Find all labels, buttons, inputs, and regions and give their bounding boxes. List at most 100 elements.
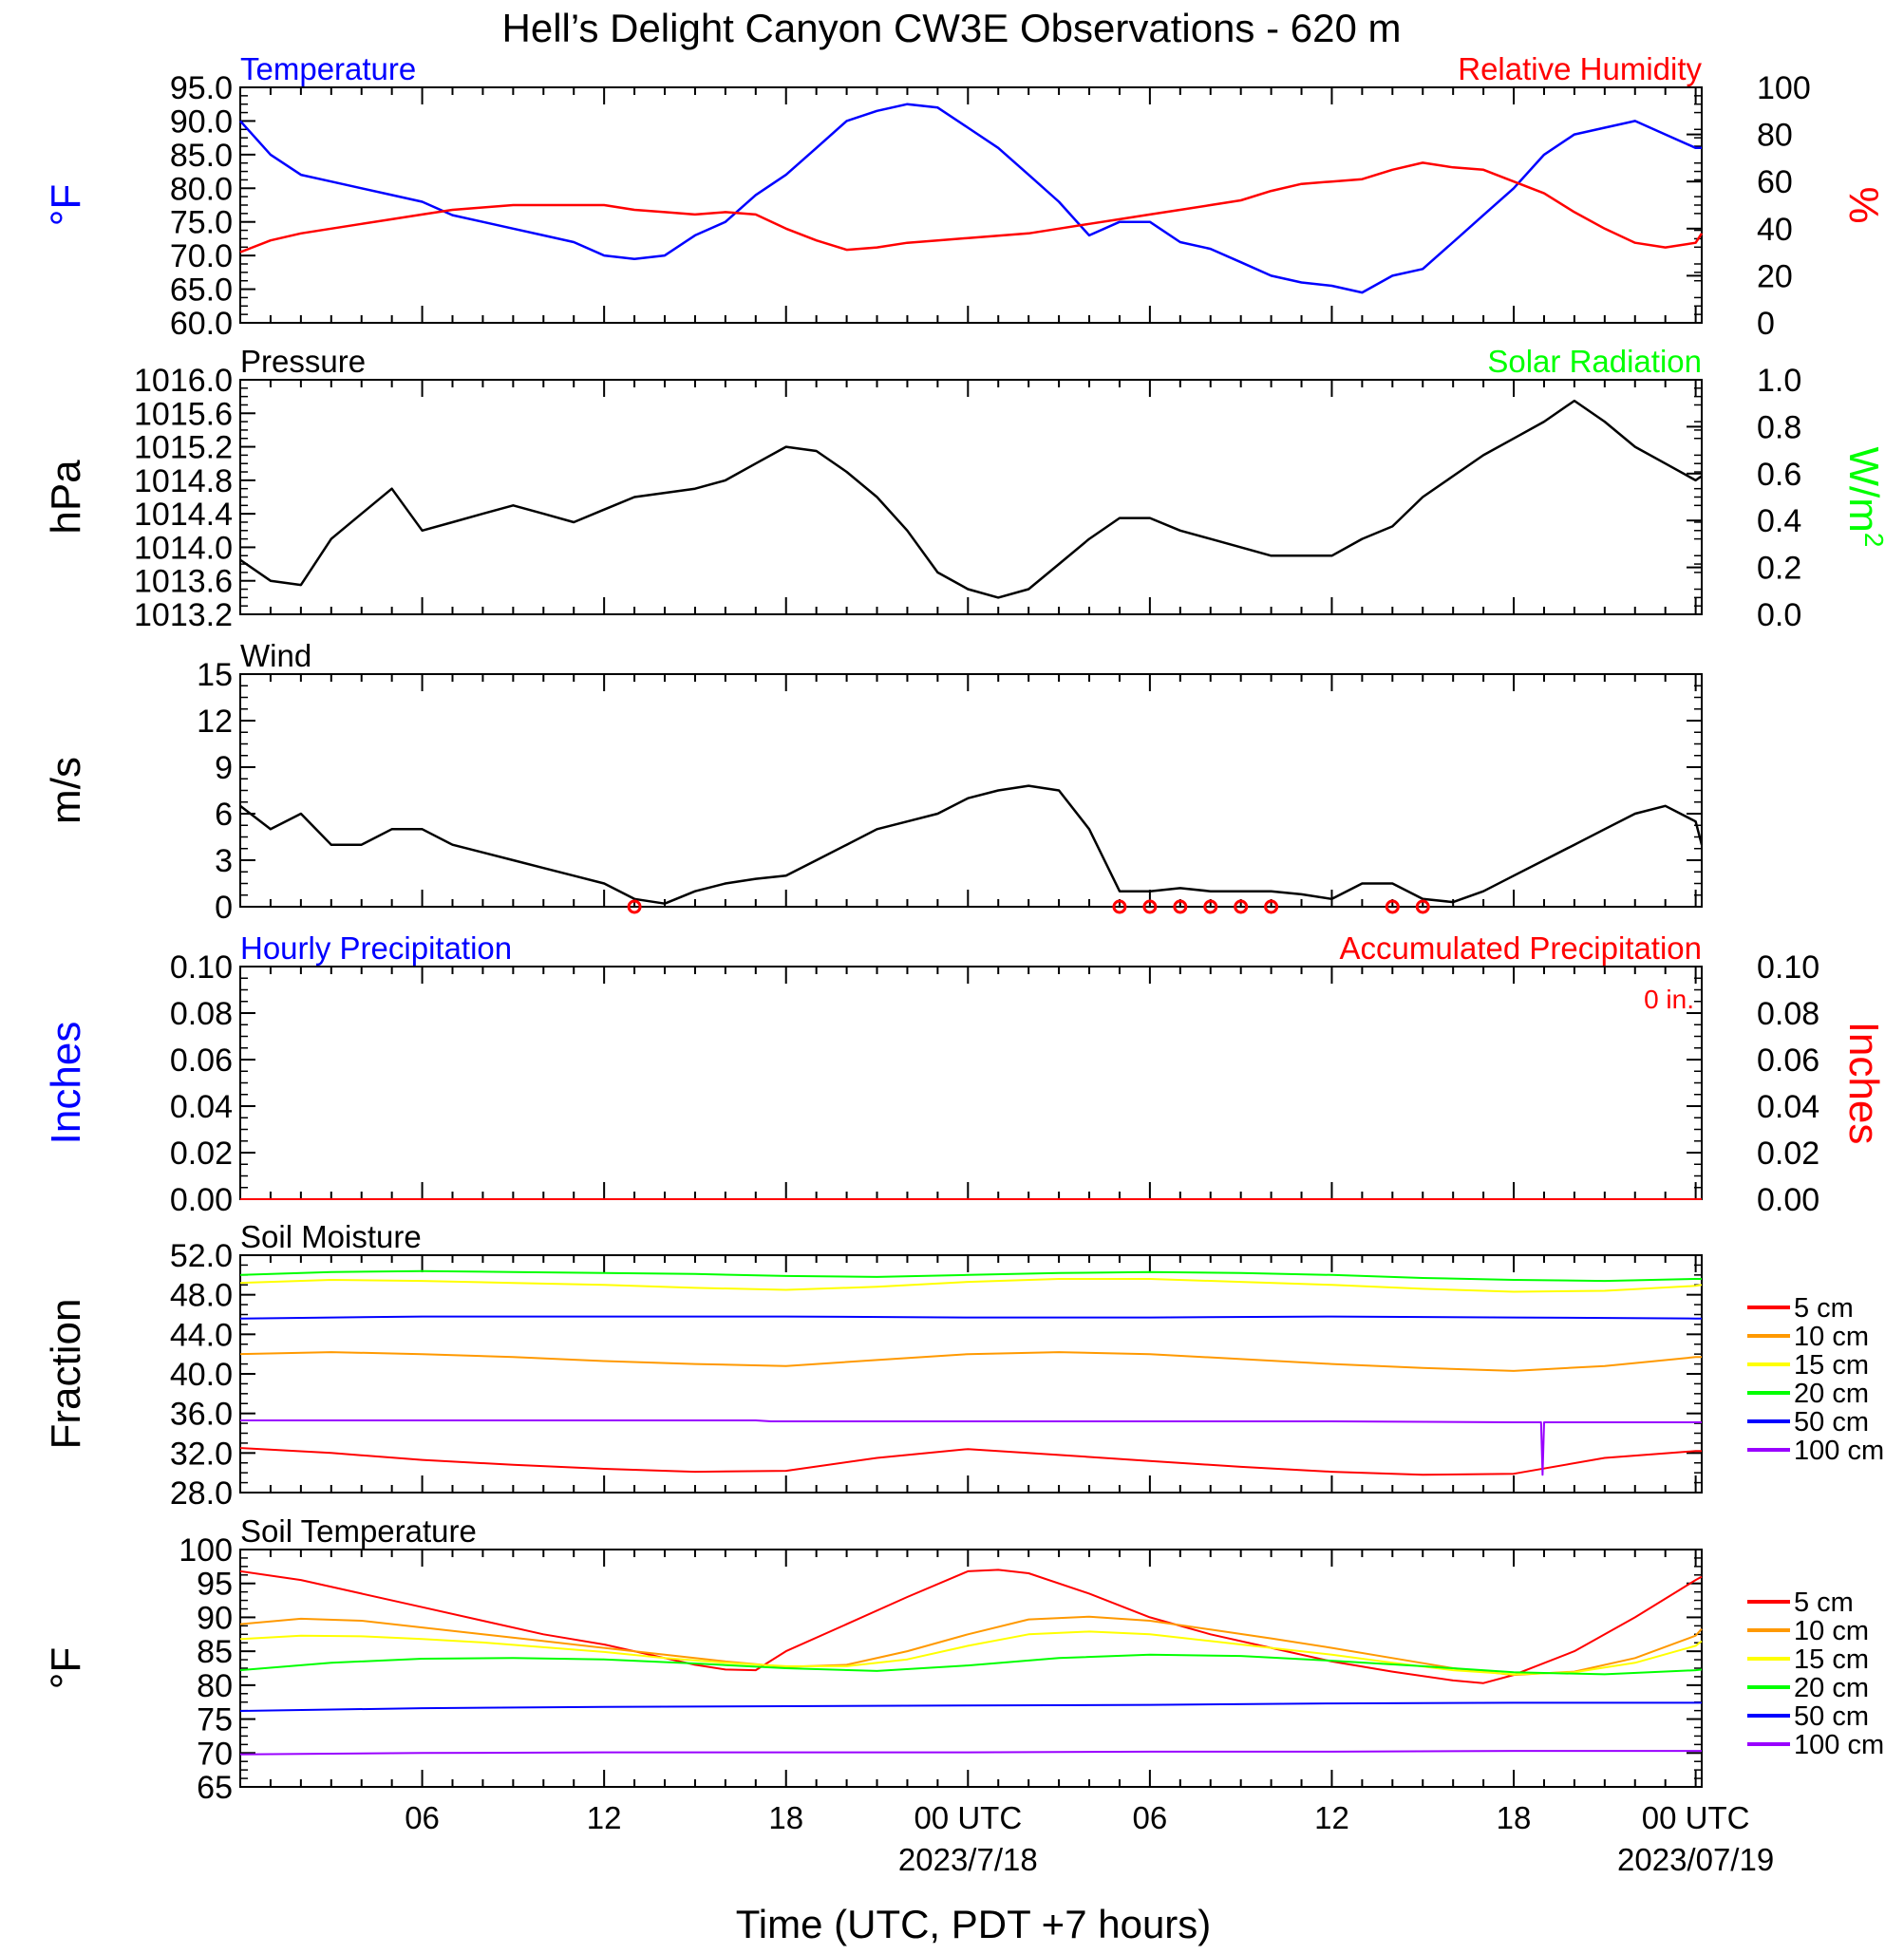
- x-date-label: 2023/7/18: [898, 1842, 1038, 1877]
- y-tick-label: 70.0: [170, 238, 233, 274]
- legend-label: 20 cm: [1794, 1379, 1869, 1409]
- y-tick-label: 85.0: [170, 138, 233, 174]
- y-tick-label: 1014.8: [134, 463, 233, 499]
- y-tick-label: 48.0: [170, 1278, 233, 1314]
- panel-precip: 0.00 0.02 0.04 0.06 0.08 0.10 0.00 0.02 0.04 0.06…: [43, 930, 1887, 1218]
- y-right-tick-label: 0.6: [1757, 457, 1801, 493]
- series-line-15-cm: [239, 1630, 1703, 1676]
- legend-label: 5 cm: [1794, 1293, 1854, 1324]
- y-right-tick-label: 0.02: [1757, 1136, 1819, 1172]
- calm-wind-marker: [1234, 899, 1249, 914]
- y-tick-label: 0.04: [170, 1089, 233, 1125]
- y-right-tick-label: 20: [1757, 258, 1793, 294]
- y-right-tick-label: 0.10: [1757, 949, 1819, 986]
- y-tick-label: 85: [197, 1634, 233, 1670]
- y-tick-label: 52.0: [170, 1238, 233, 1274]
- y-tick-label: 0: [215, 890, 233, 926]
- panel-left-label: Pressure: [240, 344, 366, 379]
- x-tick-label: 12: [587, 1800, 622, 1835]
- y-tick-label: 1013.6: [134, 564, 233, 600]
- y-right-tick-label: 0: [1757, 306, 1775, 342]
- series-line-5-cm: [239, 1447, 1702, 1476]
- y-right-tick-label: 0.08: [1757, 996, 1819, 1032]
- calm-wind-marker: [627, 899, 642, 914]
- y-tick-label: 90: [197, 1600, 233, 1636]
- y-tick-label: 1014.4: [134, 497, 233, 533]
- y-right-tick-label: 0.0: [1757, 597, 1801, 633]
- panel-left-label: Hourly Precipitation: [240, 930, 512, 966]
- y-axis-title-left: Inches: [43, 1022, 89, 1145]
- x-tick-label: 06: [1133, 1800, 1168, 1835]
- calm-wind-marker: [1415, 899, 1430, 914]
- y-tick-label: 70: [197, 1736, 233, 1772]
- panel-temp-rh: 60.065.070.075.080.085.090.095.0 0 20 40 60 8…: [43, 51, 1887, 342]
- y-tick-label: 65.0: [170, 272, 233, 309]
- y-right-tick-label: 100: [1757, 70, 1811, 106]
- y-tick-label: 1013.2: [134, 597, 233, 633]
- x-date-label: 2023/07/19: [1617, 1842, 1774, 1877]
- y-right-tick-label: 60: [1757, 164, 1793, 200]
- series-line-100-cm: [239, 1750, 1702, 1756]
- legend-label: 100 cm: [1794, 1730, 1884, 1760]
- calm-wind-marker: [1173, 899, 1188, 914]
- panel-right-label: Accumulated Precipitation: [1339, 930, 1702, 966]
- y-right-tick-label: 0.06: [1757, 1043, 1819, 1079]
- y-tick-label: 95: [197, 1567, 233, 1603]
- time-axis: 06 12 18 00 UTC 2023/7/18 06 12 18 00 UTC 2023/07…: [405, 1800, 1774, 1877]
- series-line-50-cm: [239, 1701, 1702, 1712]
- y-right-tick-label: 0.04: [1757, 1089, 1819, 1125]
- y-tick-label: 12: [197, 704, 233, 740]
- series-line-20-cm: [239, 1269, 1702, 1283]
- y-axis-title-right: W/m2: [1840, 447, 1889, 548]
- y-right-tick-label: 0.8: [1757, 409, 1801, 445]
- y-tick-label: 80: [197, 1668, 233, 1704]
- legend-label: 10 cm: [1794, 1616, 1869, 1646]
- panel-left-label: Temperature: [240, 51, 416, 86]
- y-axis-title-right: Inches: [1840, 1022, 1887, 1145]
- calm-wind-marker: [1264, 899, 1279, 914]
- y-tick-label: 100: [179, 1532, 233, 1569]
- y-right-tick-label: 0.00: [1757, 1182, 1819, 1218]
- y-tick-label: 0.02: [170, 1136, 233, 1172]
- x-axis-title: Time (UTC, PDT +7 hours): [736, 1902, 1212, 1946]
- y-tick-label: 0.06: [170, 1043, 233, 1079]
- y-tick-label: 1015.2: [134, 430, 233, 466]
- x-tick-label: 00 UTC: [1642, 1800, 1750, 1835]
- series-line-10-cm: [239, 1351, 1702, 1372]
- y-right-tick-label: 1.0: [1757, 363, 1801, 399]
- series-line-temperature: [239, 103, 1702, 294]
- calm-wind-marker: [1385, 899, 1400, 914]
- calm-wind-marker: [1203, 899, 1218, 914]
- calm-wind-marker: [1112, 899, 1127, 914]
- y-tick-label: 0.10: [170, 949, 233, 986]
- accumulated-total-label: 0 in.: [1644, 985, 1694, 1014]
- legend-label: 5 cm: [1794, 1588, 1854, 1618]
- y-axis-title-left: °F: [43, 1647, 89, 1689]
- x-tick-label: 06: [405, 1800, 440, 1835]
- y-tick-label: 44.0: [170, 1317, 233, 1353]
- legend-label: 15 cm: [1794, 1350, 1869, 1381]
- y-tick-label: 28.0: [170, 1475, 233, 1512]
- legend-label: 15 cm: [1794, 1644, 1869, 1675]
- panel-left-label: Wind: [240, 638, 311, 673]
- panel-left-label: Soil Moisture: [240, 1219, 422, 1254]
- y-right-tick-label: 0.4: [1757, 503, 1801, 539]
- series-line-100-cm: [240, 1419, 1702, 1476]
- chart-title: Hell’s Delight Canyon CW3E Observations …: [502, 6, 1402, 50]
- y-tick-label: 90.0: [170, 103, 233, 140]
- y-right-tick-label: 40: [1757, 212, 1793, 248]
- y-axis-title-left: Fraction: [43, 1299, 89, 1450]
- calm-wind-marker: [1142, 899, 1158, 914]
- panel-left-label: Soil Temperature: [240, 1513, 477, 1549]
- y-tick-label: 6: [215, 797, 233, 833]
- y-tick-label: 40.0: [170, 1357, 233, 1393]
- series-line-black: [239, 784, 1704, 905]
- y-tick-label: 9: [215, 750, 233, 786]
- x-tick-label: 00 UTC: [914, 1800, 1022, 1835]
